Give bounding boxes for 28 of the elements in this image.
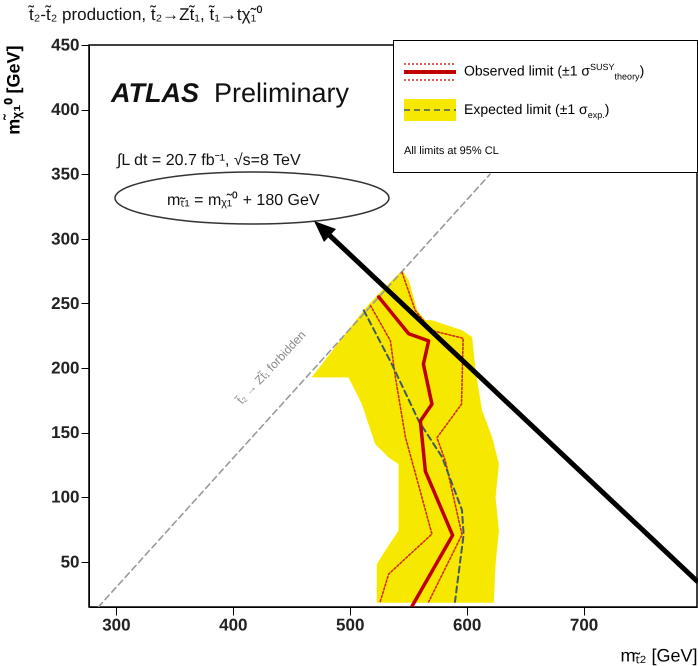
- legend-label: Observed limit (±1 σ$^{SUSY}$$_{theory}$): [464, 62, 644, 82]
- annotation: mₜ̃₁ = mᵪ̃₁⁰ + 180 GeV: [167, 191, 320, 209]
- x-tick-label: 300: [102, 616, 131, 634]
- x-tick-label: 600: [452, 616, 482, 634]
- y-tick-label: 50: [60, 552, 80, 572]
- chart-title: t̃₂-t̃₂ production, t̃₂→Zt̃₁, t̃₁→tχ̃₁⁰: [27, 4, 262, 24]
- x-tick-label: 400: [219, 616, 248, 634]
- y-tick-label: 150: [51, 423, 80, 442]
- y-tick-label: 350: [51, 164, 80, 184]
- x-tick-label: 500: [336, 616, 364, 634]
- line-series: [401, 272, 464, 603]
- annotation: ∫L dt = 20.7 fb⁻¹, √s=8 TeV: [116, 152, 301, 169]
- y-tick-label: 100: [51, 488, 80, 507]
- line-series: [370, 304, 433, 603]
- legend-label: Expected limit (±1 σ$_{exp.}$): [464, 100, 610, 120]
- y-axis-title: mᵪ̃₁⁰ [GeV]: [2, 46, 24, 135]
- x-tick-label: 700: [570, 616, 598, 634]
- x-axis-title: mₜ̃₂ [GeV]: [620, 646, 698, 666]
- y-tick-label: 200: [51, 358, 80, 378]
- y-tick-label: 400: [51, 100, 80, 120]
- annotation: Preliminary: [214, 78, 350, 108]
- y-tick-label: 300: [51, 229, 80, 248]
- line-series: [376, 295, 454, 607]
- line-series: [362, 309, 465, 603]
- annotation: All limits at 95% CL: [404, 145, 499, 157]
- annotation: ATLAS: [110, 78, 199, 108]
- y-tick-label: 450: [51, 36, 80, 54]
- y-tick-label: 250: [51, 294, 80, 313]
